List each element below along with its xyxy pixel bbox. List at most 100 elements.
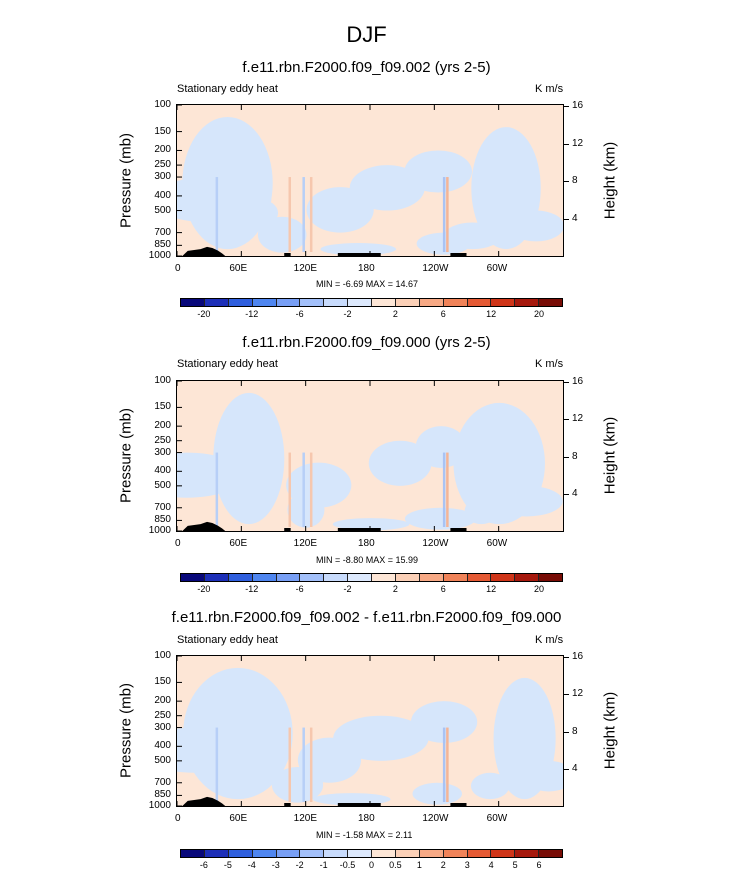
negative-anomaly-region	[243, 474, 277, 502]
y2-tick-mark	[564, 419, 569, 421]
colorbar-label: 2	[392, 584, 398, 594]
panel-1-min-max: MIN = -6.69 MAX = 14.67	[316, 279, 419, 289]
y-tick-label: 250	[154, 159, 171, 171]
x-tick-label: 120E	[293, 263, 318, 274]
negative-anomaly-region	[257, 216, 307, 253]
colorbar-label: 20	[534, 584, 545, 594]
colorbar-swatch	[395, 850, 420, 857]
negative-anomaly-region	[248, 749, 275, 777]
field-streak	[446, 452, 449, 527]
colorbar-swatch	[204, 299, 229, 306]
colorbar-swatch	[539, 299, 562, 306]
negative-anomaly-region	[523, 760, 563, 792]
y2-tick-mark	[564, 382, 569, 384]
y-tick-label: 850	[154, 514, 171, 526]
colorbar-swatch	[467, 299, 492, 306]
y-tick-label: 200	[154, 144, 171, 156]
field-streak	[309, 727, 313, 802]
colorbar-swatch	[491, 850, 516, 857]
field-streak	[309, 452, 313, 527]
field-streak	[215, 452, 219, 527]
y2-tick-mark	[564, 106, 569, 108]
topography-segment	[284, 803, 291, 806]
panel-3-y2-axis-label: Height (km)	[601, 691, 619, 770]
colorbar-swatch	[372, 299, 396, 306]
colorbar-label: 3	[464, 860, 470, 870]
colorbar-label: -6	[295, 309, 304, 319]
y-tick-label: 400	[154, 740, 171, 752]
colorbar-label: -0.5	[339, 860, 356, 870]
colorbar-label: 6	[440, 584, 446, 594]
y-tick-label: 1000	[148, 525, 171, 536]
y-tick-label: 100	[154, 99, 171, 110]
panel-3-min-max: MIN = -1.58 MAX = 2.11	[316, 830, 413, 840]
colorbar-label: -2	[343, 309, 352, 319]
colorbar-swatch	[252, 574, 277, 581]
panel-3-left-label: Stationary eddy heat	[177, 634, 278, 646]
field-streak	[288, 452, 292, 527]
colorbar-swatch	[324, 574, 349, 581]
y-tick-label: 150	[154, 676, 171, 688]
panel-1-plot-area	[176, 104, 564, 257]
negative-anomaly-region	[312, 793, 391, 806]
y-tick-label: 250	[154, 434, 171, 446]
negative-anomaly-region	[404, 150, 473, 193]
y2-tick-mark	[564, 143, 569, 145]
x-tick-label: 0	[175, 538, 181, 549]
field-streak	[446, 177, 449, 252]
topography-segment	[284, 528, 291, 531]
colorbar-label: 4	[488, 860, 494, 870]
panel-2-title: f.e11.rbn.F2000.f09_f09.000 (yrs 2-5)	[242, 334, 491, 351]
x-tick-label: 60E	[229, 263, 248, 274]
colorbar-swatch	[300, 574, 325, 581]
panel-3-title: f.e11.rbn.F2000.f09_f09.002 - f.e11.rbn.…	[171, 609, 562, 626]
y2-tick-label: 16	[572, 376, 584, 388]
y2-tick-mark	[564, 218, 569, 220]
panel-2-field	[177, 381, 563, 531]
colorbar-label: 2	[392, 309, 398, 319]
colorbar-label: -12	[245, 309, 259, 319]
y-tick-label: 500	[154, 754, 171, 766]
panel-1-title: f.e11.rbn.F2000.f09_f09.002 (yrs 2-5)	[242, 59, 491, 76]
colorbar-swatch	[467, 850, 492, 857]
colorbar-swatch	[491, 299, 516, 306]
x-tick-label: 180	[358, 813, 375, 824]
colorbar-swatch	[443, 850, 468, 857]
colorbar-swatch	[348, 574, 372, 581]
colorbar-swatch	[419, 299, 444, 306]
colorbar-swatch	[204, 850, 229, 857]
colorbar-swatch	[419, 850, 444, 857]
colorbar-swatch	[467, 574, 492, 581]
x-tick-label: 60E	[229, 813, 248, 824]
negative-anomaly-region	[444, 222, 501, 250]
colorbar-label: -1	[319, 860, 328, 870]
y-tick-label: 200	[154, 420, 171, 432]
colorbar-label: 0.5	[389, 860, 402, 870]
x-tick-label: 120E	[293, 538, 318, 549]
colorbar-label: 12	[486, 584, 497, 594]
colorbar-label: -6	[295, 584, 304, 594]
colorbar-swatch	[228, 850, 253, 857]
negative-anomaly-region	[470, 772, 510, 800]
y-tick-label: 300	[154, 721, 171, 733]
colorbar-swatch	[276, 574, 301, 581]
x-tick-label: 120W	[422, 813, 449, 824]
x-tick-label: 60W	[486, 813, 508, 824]
panel-2-colorbar	[180, 573, 563, 582]
field-streak	[302, 452, 305, 527]
x-tick-label: 0	[175, 813, 181, 824]
field-streak	[442, 727, 446, 802]
colorbar-swatch	[539, 850, 562, 857]
panel-1-colorbar	[180, 298, 563, 307]
colorbar-swatch	[395, 574, 420, 581]
topography-asia	[182, 796, 226, 806]
field-streak	[215, 177, 219, 252]
negative-anomaly-region	[368, 440, 432, 486]
negative-anomaly-region	[404, 507, 476, 530]
topography-segment	[337, 253, 381, 256]
panel-2-plot-area	[176, 380, 564, 532]
y-tick-label: 100	[154, 650, 171, 661]
y2-tick-label: 12	[572, 413, 584, 425]
negative-anomaly-region	[332, 518, 410, 531]
y2-tick-label: 8	[572, 450, 578, 462]
